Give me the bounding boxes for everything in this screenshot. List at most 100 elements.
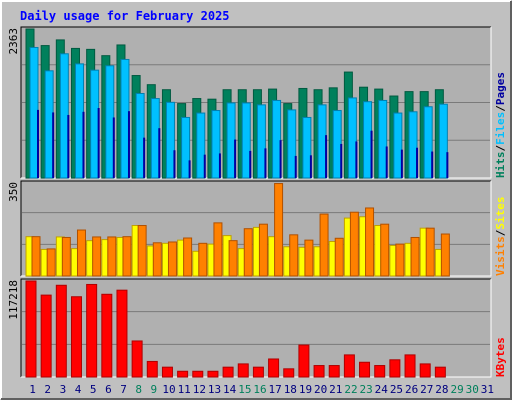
- plot-border-top: [20, 180, 491, 276]
- x-tick-label: 9: [151, 383, 158, 396]
- bar-visits-day-25: [395, 243, 405, 277]
- x-tick-label: 12: [193, 383, 206, 396]
- bar-kbytes-day-28: [434, 366, 446, 378]
- x-tick-label: 7: [120, 383, 127, 396]
- x-axis-labels: 1 2 3 4 5 6 7 8 9 10 11 12 13 14 15 16 17 18 19 20 21 22 23 24 2…: [29, 383, 494, 396]
- bar-visits-day-8: [137, 225, 147, 277]
- x-tick-label: 24: [375, 383, 389, 396]
- bar-visits-day-1: [31, 236, 41, 277]
- bar-visits-day-10: [167, 241, 177, 277]
- plot-border-top: [20, 278, 491, 377]
- bar-visits-day-26: [410, 236, 420, 277]
- bar-pages-day-9: [158, 128, 161, 178]
- bar-pages-day-20: [325, 135, 328, 178]
- bar-pages-day-15: [249, 150, 252, 178]
- bar-files-day-15: [241, 102, 251, 179]
- bar-files-day-27: [423, 106, 433, 179]
- bar-pages-day-17: [279, 140, 282, 178]
- y-max-label: 117218: [7, 280, 20, 320]
- x-tick-label: 8: [135, 383, 142, 396]
- bar-visits-day-11: [183, 237, 193, 277]
- bar-visits-day-7: [122, 236, 132, 277]
- bar-pages-day-28: [446, 152, 449, 178]
- bar-files-day-19: [302, 116, 312, 179]
- x-tick-label: 28: [435, 383, 448, 396]
- bar-kbytes-day-22: [343, 354, 355, 378]
- x-tick-label: 21: [329, 383, 342, 396]
- bar-files-day-5: [90, 69, 100, 179]
- x-tick-label: 14: [223, 383, 237, 396]
- x-tick-label: 5: [90, 383, 97, 396]
- x-tick-label: 2: [44, 383, 51, 396]
- x-tick-label: 6: [105, 383, 112, 396]
- x-tick-label: 27: [420, 383, 433, 396]
- bar-pages-day-22: [355, 141, 358, 178]
- legend-entry: /: [494, 229, 507, 236]
- bar-files-day-26: [408, 111, 418, 179]
- bar-files-day-8: [135, 93, 145, 179]
- x-tick-label: 18: [284, 383, 297, 396]
- x-tick-label: 15: [238, 383, 251, 396]
- bar-kbytes-day-4: [70, 296, 82, 378]
- bar-visits-day-13: [213, 222, 223, 277]
- bar-pages-day-18: [294, 155, 297, 178]
- bar-kbytes-day-8: [131, 340, 143, 378]
- x-tick-label: 4: [75, 383, 82, 396]
- bar-kbytes-day-5: [86, 283, 98, 378]
- bar-kbytes-day-2: [40, 294, 52, 378]
- bar-kbytes-day-20: [313, 365, 325, 378]
- bar-files-day-1: [29, 46, 39, 179]
- bar-kbytes-day-6: [101, 293, 113, 378]
- legend-entry: Sites: [494, 197, 507, 230]
- x-tick-label: 11: [178, 383, 191, 396]
- bar-kbytes-day-27: [419, 363, 431, 378]
- x-tick-label: 13: [208, 383, 221, 396]
- bar-visits-day-21: [334, 237, 344, 277]
- bar-visits-day-3: [61, 236, 71, 277]
- bar-visits-day-16: [258, 223, 268, 277]
- bar-kbytes-day-9: [146, 360, 158, 378]
- bar-kbytes-day-3: [55, 284, 67, 378]
- bar-visits-day-28: [440, 233, 450, 277]
- legend-entry: KBytes: [494, 337, 507, 377]
- bar-kbytes-day-17: [268, 358, 280, 378]
- bar-pages-day-7: [127, 111, 130, 178]
- bar-files-day-3: [59, 53, 69, 179]
- bar-kbytes-day-14: [222, 366, 234, 378]
- bar-kbytes-day-19: [298, 344, 310, 378]
- bar-pages-day-25: [400, 149, 403, 178]
- bar-pages-day-8: [143, 137, 146, 178]
- bar-files-day-18: [287, 109, 297, 179]
- x-tick-label: 22: [344, 383, 357, 396]
- bar-visits-day-4: [76, 229, 86, 277]
- bar-pages-day-14: [234, 139, 237, 178]
- bar-kbytes-day-21: [328, 365, 340, 378]
- bar-kbytes-day-16: [252, 366, 264, 378]
- bar-files-day-2: [44, 70, 54, 179]
- bar-kbytes-day-25: [389, 359, 401, 378]
- bar-kbytes-day-18: [283, 368, 295, 378]
- y-max-label: 2363: [7, 28, 20, 55]
- bar-pages-day-6: [112, 117, 115, 178]
- legend-kbytes: KBytes: [494, 337, 507, 377]
- bar-visits-day-6: [107, 236, 117, 277]
- legend-entry: Hits: [494, 152, 507, 179]
- x-tick-label: 1: [29, 383, 36, 396]
- legend-hits-files-pages: Hits/Files/Pages: [494, 72, 507, 178]
- legend-entry: Visits: [494, 236, 507, 276]
- bar-files-day-12: [196, 112, 206, 179]
- bar-files-day-9: [150, 98, 160, 179]
- bar-pages-day-10: [173, 150, 176, 178]
- legend-entry: Files: [494, 112, 507, 145]
- x-tick-label: 29: [450, 383, 463, 396]
- bar-pages-day-27: [431, 151, 434, 178]
- bar-visits-day-19: [304, 239, 314, 277]
- bar-kbytes-day-15: [237, 363, 249, 378]
- bar-files-day-23: [363, 101, 373, 179]
- legend-entry: /: [494, 145, 507, 152]
- x-tick-label: 3: [60, 383, 67, 396]
- bar-pages-day-19: [309, 155, 312, 178]
- bar-files-day-21: [332, 110, 342, 179]
